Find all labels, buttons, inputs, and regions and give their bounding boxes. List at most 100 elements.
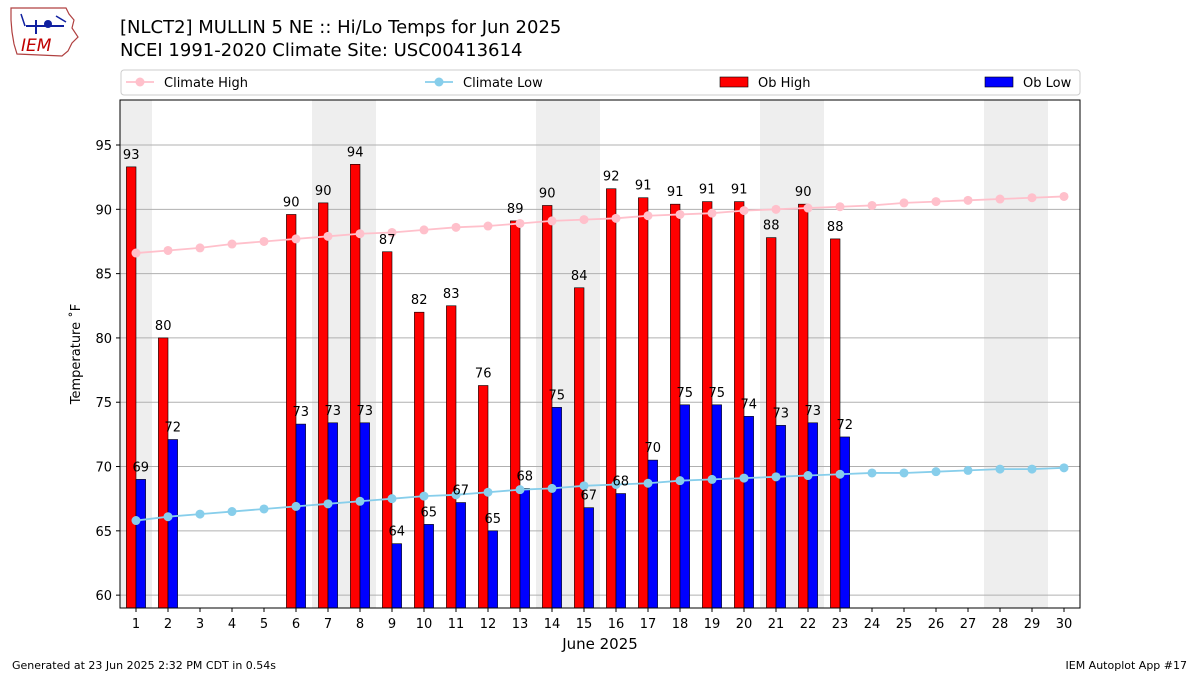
ob-high-label: 90 [315, 184, 332, 199]
ob-low-label: 73 [805, 404, 822, 419]
ob-low-label: 75 [677, 386, 694, 401]
x-tick-label: 30 [1056, 617, 1073, 632]
climate-high-point [291, 234, 301, 244]
ob-high-label: 76 [475, 367, 492, 382]
ob-low-label: 73 [293, 405, 310, 420]
legend-box [120, 69, 1081, 96]
bar-value-labels: 93 69 80 72 90 73 90 73 94 73 87 64 82 65 83 67 76 65 89 68… [123, 145, 853, 539]
ob-high-bar [702, 201, 713, 609]
ob-low-bar [391, 543, 402, 609]
ob-high-label: 94 [347, 145, 364, 160]
y-tick-label: 75 [95, 396, 112, 411]
legend-bar-swatch [984, 76, 1014, 88]
climate-high-point [739, 206, 749, 216]
ob-high-label: 92 [603, 170, 620, 185]
ob-high-bar [126, 166, 137, 609]
plot-frame [119, 99, 1081, 609]
y-tick-label: 70 [95, 461, 112, 476]
ob-low-label: 72 [837, 418, 854, 433]
ob-low-bar [807, 422, 818, 609]
x-tick-label: 27 [960, 617, 977, 632]
ob-high-label: 80 [155, 319, 172, 334]
logo-text: IEM [21, 36, 52, 56]
x-tick-label: 9 [388, 617, 396, 632]
x-tick-label: 18 [672, 617, 689, 632]
x-tick-label: 8 [356, 617, 364, 632]
ob-low-bar [359, 422, 370, 609]
y-tick-label: 80 [95, 332, 112, 347]
ob-low-bar [711, 404, 722, 609]
legend-marker [434, 77, 444, 87]
climate-low-point [835, 469, 845, 479]
ob-high-label: 88 [827, 220, 844, 235]
x-tick-label: 17 [640, 617, 657, 632]
climate-high-point [131, 248, 141, 258]
chart-subtitle: NCEI 1991-2020 Climate Site: USC00413614 [120, 40, 523, 61]
climate-low-point [579, 481, 589, 491]
climate-low-point [451, 490, 461, 500]
bar-series [126, 164, 850, 609]
x-tick-label: 25 [896, 617, 913, 632]
ob-high-bar [446, 305, 457, 609]
ob-high-label: 87 [379, 233, 396, 248]
climate-high-line [135, 195, 1065, 254]
x-tick-label: 22 [800, 617, 817, 632]
ob-low-bar [167, 439, 178, 609]
x-tick-label: 28 [992, 617, 1009, 632]
ob-low-label: 75 [549, 388, 566, 403]
ob-high-label: 88 [763, 219, 780, 234]
ob-high-bar [670, 203, 681, 609]
ob-low-label: 72 [165, 421, 182, 436]
x-tick-label: 6 [292, 617, 300, 632]
ob-low-bar [295, 423, 306, 609]
x-tick-label: 11 [448, 617, 465, 632]
ob-high-label: 90 [795, 185, 812, 200]
climate-low-point [483, 487, 493, 497]
climate-high-point [867, 200, 877, 210]
climate-high-point [835, 202, 845, 212]
climate-low-point [867, 468, 877, 478]
legend-bar-swatch [719, 76, 749, 88]
climate-high-point [899, 198, 909, 208]
y-axis-label: Temperature ˚F [68, 304, 84, 405]
ob-low-bar [583, 507, 594, 609]
climate-high-point [963, 195, 973, 205]
y-grid [120, 144, 1080, 596]
climate-lines [131, 191, 1069, 526]
x-tick-label: 26 [928, 617, 945, 632]
ob-high-label: 83 [443, 287, 460, 302]
x-tick-label: 13 [512, 617, 529, 632]
climate-high-point [611, 213, 621, 223]
climate-low-point [739, 473, 749, 483]
ob-high-bar [382, 251, 393, 609]
climate-low-point [675, 476, 685, 486]
climate-high-point [995, 194, 1005, 204]
climate-low-point [227, 507, 237, 517]
ob-high-label: 91 [667, 185, 684, 200]
ob-low-label: 64 [389, 525, 406, 540]
climate-low-point [291, 501, 301, 511]
climate-low-point [547, 483, 557, 493]
climate-low-point [323, 499, 333, 509]
ob-low-bar [743, 416, 754, 609]
ob-low-bar [615, 493, 626, 609]
x-tick-label: 5 [260, 617, 268, 632]
climate-low-point [131, 516, 141, 526]
ob-high-label: 82 [411, 293, 428, 308]
x-axis-label: June 2025 [561, 635, 638, 653]
climate-high-point [675, 209, 685, 219]
x-tick-label: 24 [864, 617, 881, 632]
climate-low-point [419, 491, 429, 501]
climate-high-point [707, 208, 717, 218]
ob-low-label: 67 [453, 484, 470, 499]
ob-high-label: 93 [123, 148, 140, 163]
y-tick-label: 65 [95, 525, 112, 540]
x-tick-label: 7 [324, 617, 332, 632]
ob-high-bar [574, 287, 585, 609]
ob-low-label: 73 [357, 404, 374, 419]
climate-high-point [771, 204, 781, 214]
ob-low-bar [135, 479, 146, 609]
weekend-shading [120, 100, 1048, 608]
climate-high-point [451, 222, 461, 232]
ob-low-label: 65 [421, 505, 438, 520]
